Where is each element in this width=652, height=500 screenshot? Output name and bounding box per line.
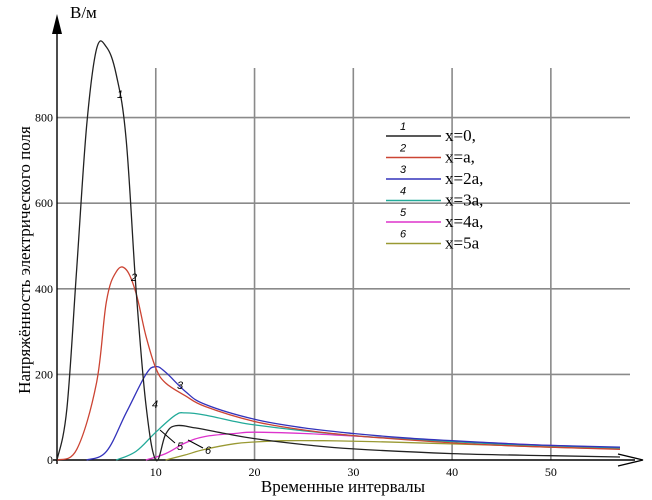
- legend-label: x=2a,: [445, 169, 483, 188]
- curve-6-leader: [187, 439, 204, 449]
- series-line-4: [116, 412, 621, 461]
- legend-label: x=4a,: [445, 212, 483, 231]
- legend-label: x=5a: [445, 234, 480, 253]
- legend-number: 6: [400, 229, 407, 241]
- series-line-2: [56, 266, 621, 461]
- x-tick-label: 30: [347, 465, 359, 479]
- series-line-6: [165, 439, 621, 461]
- y-tick-label: 400: [35, 282, 53, 296]
- legend-item: 2 x=a,: [386, 143, 475, 167]
- y-tick-label: 800: [35, 111, 53, 125]
- x-tick-label: 10: [150, 465, 162, 479]
- axes: [52, 14, 644, 467]
- series-lines: [56, 40, 621, 462]
- tick-labels: 10 20 30 40 50 0 200 400 600 800: [35, 111, 557, 479]
- legend-number: 4: [400, 186, 406, 198]
- curve-label-1: 1: [117, 89, 123, 101]
- legend: 1 x=0, 2 x=a, 3 x=2a, 4 x=3a, 5 x=4a, 6 x=5a: [386, 121, 483, 253]
- series-line-1: [56, 40, 621, 462]
- curve-label-2: 2: [130, 272, 137, 284]
- curve-label-4: 4: [152, 399, 158, 411]
- series-line-3: [86, 365, 621, 461]
- curve-5-leader: [159, 429, 176, 444]
- y-axis-unit: В/м: [70, 3, 97, 22]
- x-tick-label: 40: [446, 465, 458, 479]
- curve-label-6: 6: [205, 445, 212, 457]
- legend-label: x=3a,: [445, 191, 483, 210]
- legend-item: 5 x=4a,: [386, 207, 483, 231]
- legend-number: 1: [400, 121, 406, 133]
- legend-number: 2: [399, 143, 406, 155]
- x-tick-label: 50: [545, 465, 557, 479]
- legend-item: 6 x=5a: [386, 229, 480, 253]
- legend-label: x=a,: [445, 148, 475, 167]
- legend-item: 3 x=2a,: [386, 164, 483, 188]
- x-axis-label: Временные интервалы: [261, 477, 426, 496]
- grid: [57, 68, 630, 460]
- y-tick-label: 0: [47, 453, 53, 467]
- curve-label-3: 3: [177, 380, 184, 392]
- curve-labels: 1 2 3 4 5 6: [117, 89, 212, 457]
- y-axis-arrow: [52, 14, 62, 34]
- legend-number: 3: [400, 164, 407, 176]
- legend-label: x=0,: [445, 126, 476, 145]
- legend-item: 1 x=0,: [386, 121, 476, 145]
- x-tick-label: 20: [249, 465, 261, 479]
- x-axis-arrow: [617, 453, 644, 467]
- legend-item: 4 x=3a,: [386, 186, 483, 210]
- curve-label-5: 5: [177, 441, 184, 453]
- legend-number: 5: [400, 207, 407, 219]
- y-tick-label: 200: [35, 367, 53, 381]
- y-axis-label: Напряжённость электрического поля: [15, 126, 34, 394]
- y-tick-label: 600: [35, 196, 53, 210]
